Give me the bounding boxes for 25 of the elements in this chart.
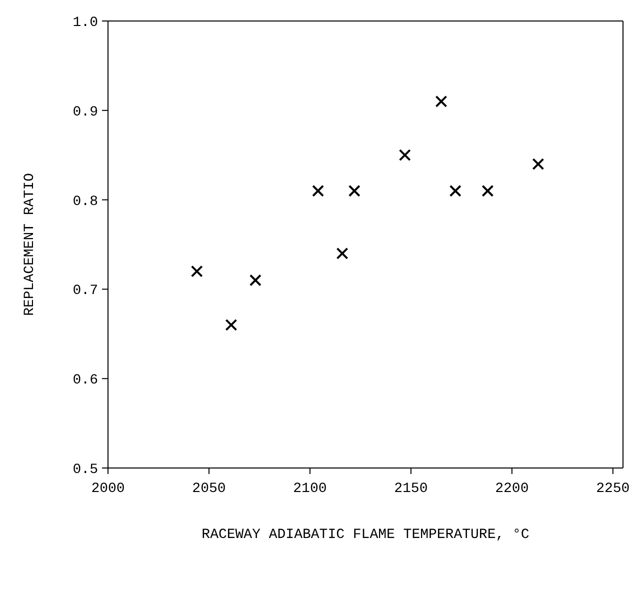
- point: [190, 265, 203, 278]
- y-axis-title: REPLACEMENT RATIO: [22, 173, 38, 316]
- point: [312, 184, 324, 197]
- x-axis-title: RACEWAY ADIABATIC FLAME TEMPERATURE, °C: [202, 527, 530, 543]
- point: [348, 184, 360, 197]
- point: [449, 184, 462, 197]
- x-tick-label: 2100: [293, 480, 327, 497]
- x-tick-label: 2200: [495, 480, 529, 497]
- y-tick-label: 1.0: [72, 14, 98, 31]
- y-tick-label: 0.8: [72, 194, 98, 210]
- y-tick-label: 0.5: [72, 462, 98, 478]
- y-tick-label: 0.7: [72, 283, 98, 300]
- x-tick-label: 2000: [91, 480, 125, 497]
- y-tick-label: 0.9: [72, 104, 98, 120]
- x-tick-label: 2050: [192, 480, 226, 497]
- point: [249, 274, 262, 286]
- point: [336, 247, 348, 260]
- point: [225, 318, 238, 331]
- y-tick-label: 0.6: [72, 372, 98, 389]
- x-tick-label: 2250: [596, 480, 630, 497]
- point: [532, 158, 544, 170]
- point: [435, 95, 448, 108]
- point: [398, 149, 411, 162]
- x-tick-label: 2150: [394, 480, 428, 497]
- point: [482, 184, 494, 197]
